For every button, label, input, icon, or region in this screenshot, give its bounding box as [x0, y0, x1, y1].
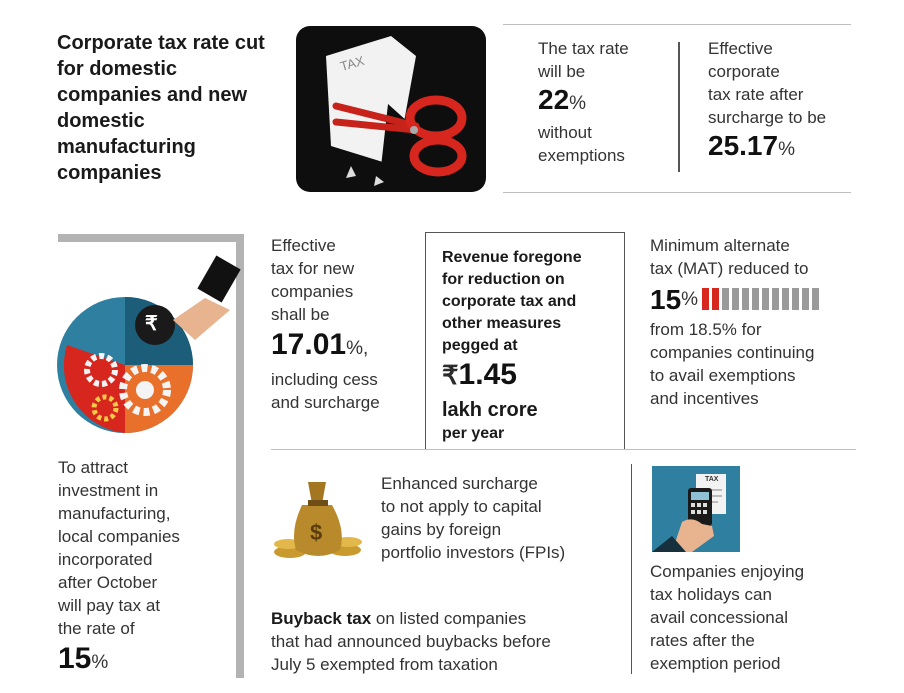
new-companies-line2: tax for new	[271, 259, 355, 278]
mat-line6: and incentives	[650, 389, 759, 408]
tax-rate-line2: will be	[538, 62, 586, 81]
tax-rate-block: The tax rate will be 22% without exempti…	[538, 37, 673, 167]
headline: Corporate tax rate cut for domestic comp…	[57, 32, 265, 184]
mat-line3: from 18.5% for	[650, 320, 762, 339]
divider-vertical-top	[678, 42, 680, 172]
mat-bar-segment	[762, 288, 770, 310]
mat-line4: companies continuing	[650, 343, 815, 362]
mat-bar-segment	[732, 288, 740, 310]
new-companies-line3: companies	[271, 282, 354, 301]
mat-line5: to avail exemptions	[650, 366, 796, 385]
buyback-line3: July 5 exempted from taxation	[271, 655, 498, 674]
revenue-line1: Revenue foregone	[442, 249, 582, 266]
new-companies-value: 17.01%,	[271, 328, 369, 361]
investment-line5: incorporated	[58, 550, 153, 569]
surcharge-line3: gains by foreign	[381, 520, 502, 539]
tax-rate-line4: exemptions	[538, 146, 625, 165]
investment-line2: investment in	[58, 481, 159, 500]
buyback-line1: Buyback tax on listed companies	[271, 609, 527, 628]
buyback-block: Buyback tax on listed companies that had…	[271, 607, 626, 676]
divider-top-bottom	[503, 192, 851, 193]
mat-bar-segment	[702, 288, 710, 310]
mat-bar-segment	[772, 288, 780, 310]
surcharge-block: Enhanced surcharge to not apply to capit…	[381, 472, 621, 564]
mat-bar-segment	[802, 288, 810, 310]
tax-scissors-icon: TAX	[296, 26, 486, 192]
holidays-block: Companies enjoying tax holidays can avai…	[650, 560, 860, 675]
investment-pie-icon: ₹	[55, 250, 245, 445]
divider-top	[503, 24, 851, 25]
surcharge-line4: portfolio investors (FPIs)	[381, 543, 566, 562]
left-frame-top	[58, 234, 244, 242]
effective-value: 25.17%	[708, 130, 795, 161]
divider-vertical-bottom	[631, 464, 632, 674]
new-companies-line5: including cess	[271, 370, 378, 389]
dollar-sign-icon: $	[310, 520, 323, 545]
holidays-line3: avail concessional	[650, 608, 788, 627]
mat-line1: Minimum alternate	[650, 236, 790, 255]
revenue-line2: for reduction on	[442, 271, 565, 288]
mat-block: Minimum alternate tax (MAT) reduced to 1…	[650, 234, 860, 410]
investment-line6: after October	[58, 573, 158, 592]
mat-value-row: 15%	[650, 280, 860, 318]
tax-rate-line3: without	[538, 123, 592, 142]
mat-bar-segment	[782, 288, 790, 310]
revenue-value: ₹1.45	[442, 358, 517, 391]
left-frame-vertical	[236, 234, 244, 678]
new-companies-line1: Effective	[271, 236, 336, 255]
holidays-line5: exemption period	[650, 654, 781, 673]
money-bag-icon: $	[270, 470, 365, 565]
effective-line2: corporate	[708, 62, 780, 81]
rupee-coin-icon: ₹	[145, 313, 158, 335]
holidays-line2: tax holidays can	[650, 585, 772, 604]
investment-line8: the rate of	[58, 619, 135, 638]
surcharge-line2: to not apply to capital	[381, 497, 542, 516]
mat-bar-segment	[722, 288, 730, 310]
investment-line1: To attract	[58, 458, 128, 477]
doc-tax-label: TAX	[705, 476, 719, 483]
mat-reduction-bar	[702, 288, 820, 310]
investment-line3: manufacturing,	[58, 504, 171, 523]
new-companies-line4: shall be	[271, 305, 330, 324]
investment-line4: local companies	[58, 527, 180, 546]
mat-line2: tax (MAT) reduced to	[650, 259, 809, 278]
effective-line3: tax rate after	[708, 85, 804, 104]
new-companies-line6: and surcharge	[271, 393, 380, 412]
revenue-line5: pegged at	[442, 337, 518, 354]
investment-block: To attract investment in manufacturing, …	[58, 456, 233, 682]
revenue-line7: per year	[442, 425, 505, 442]
mat-bar-segment	[712, 288, 720, 310]
mat-bar-segment	[812, 288, 820, 310]
effective-line4: surcharge to be	[708, 108, 827, 127]
revenue-line4: other measures	[442, 315, 562, 332]
tax-rate-value: 22%	[538, 84, 587, 115]
investment-value: 15%	[58, 642, 109, 675]
effective-line1: Effective	[708, 39, 773, 58]
holidays-line4: rates after the	[650, 631, 755, 650]
new-companies-block: Effective tax for new companies shall be…	[271, 234, 416, 414]
calculator-document-icon: TAX	[652, 466, 740, 552]
revenue-line6: lakh crore	[442, 399, 538, 421]
investment-line7: will pay tax at	[58, 596, 161, 615]
revenue-box: Revenue foregone for reduction on corpor…	[425, 232, 625, 450]
effective-rate-block: Effective corporate tax rate after surch…	[708, 37, 858, 167]
revenue-line3: corporate tax and	[442, 293, 577, 310]
tax-rate-line1: The tax rate	[538, 39, 629, 58]
mat-bar-segment	[752, 288, 760, 310]
buyback-line2: that had announced buybacks before	[271, 632, 551, 651]
divider-mid	[271, 449, 856, 450]
holidays-line1: Companies enjoying	[650, 562, 805, 581]
mat-bar-segment	[792, 288, 800, 310]
surcharge-line1: Enhanced surcharge	[381, 474, 538, 493]
mat-bar-segment	[742, 288, 750, 310]
